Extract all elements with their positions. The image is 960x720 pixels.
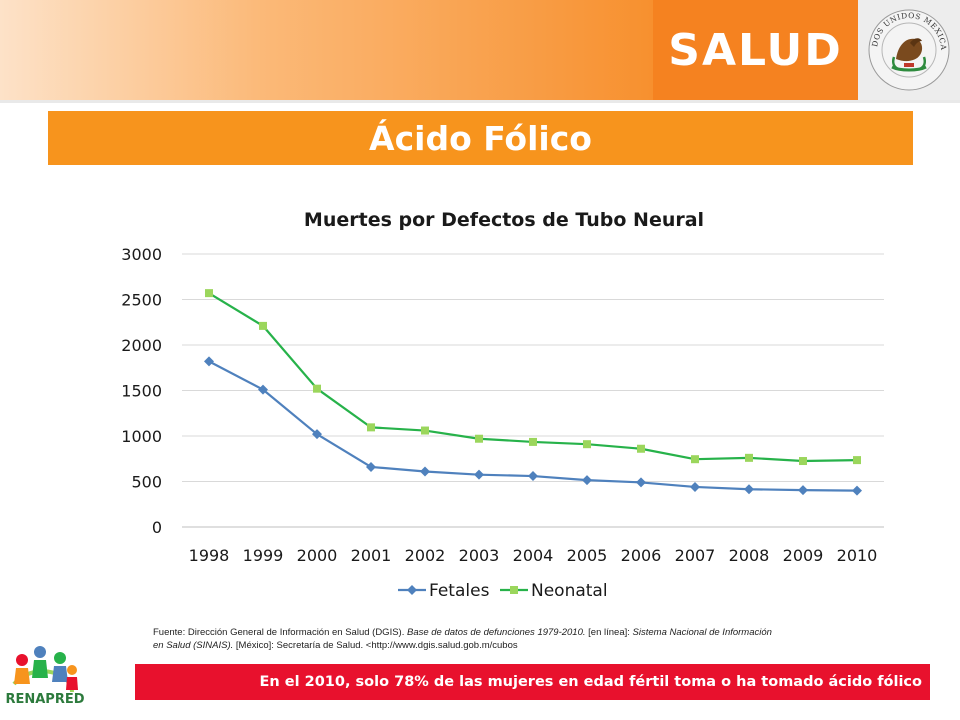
y-axis-ticks: 0 500 1000 1500 2000 2500 3000 xyxy=(121,245,162,537)
salud-brand-block: SALUD xyxy=(653,0,858,100)
renapred-label: RENAPRED xyxy=(5,692,85,707)
x-tick-label: 2006 xyxy=(621,546,662,565)
data-point-neonatal xyxy=(745,453,753,462)
y-tick-label: 2500 xyxy=(121,291,162,310)
data-point-neonatal xyxy=(367,423,375,432)
header-divider xyxy=(0,100,960,103)
chart-grid xyxy=(182,253,884,528)
x-tick-label: 2001 xyxy=(351,546,392,565)
data-point-fetales xyxy=(420,466,430,477)
legend-marker-neonatal xyxy=(510,586,518,594)
legend-label-fetales: Fetales xyxy=(429,581,490,601)
data-point-neonatal xyxy=(583,440,591,449)
data-point-fetales xyxy=(312,429,322,440)
legend-marker-fetales xyxy=(407,585,417,595)
header-band xyxy=(0,0,655,100)
data-point-fetales xyxy=(744,484,754,495)
x-tick-label: 2008 xyxy=(729,546,770,565)
x-tick-label: 2005 xyxy=(567,546,608,565)
salud-brand-text: SALUD xyxy=(668,24,843,76)
source-italic-1: Base de datos de defunciones 1979-2010. xyxy=(406,627,586,638)
page-title: Ácido Fólico xyxy=(369,118,592,158)
source-note: Fuente: Dirección General de Información… xyxy=(153,626,773,652)
data-point-neonatal xyxy=(475,434,483,443)
y-tick-label: 1500 xyxy=(121,382,162,401)
seal-block: ESTADOS UNIDOS MEXICANOS xyxy=(858,0,960,100)
x-axis-ticks: 1998 1999 2000 2001 2002 2003 2004 2005 2006 2007… xyxy=(189,546,878,565)
data-point-fetales xyxy=(582,475,592,486)
data-point-fetales xyxy=(690,481,700,492)
source-prefix: Fuente: Dirección General de Información… xyxy=(153,627,407,638)
x-tick-label: 2003 xyxy=(459,546,500,565)
title-banner: Ácido Fólico xyxy=(48,111,913,165)
x-tick-label: 1999 xyxy=(243,546,284,565)
legend-label-neonatal: Neonatal xyxy=(531,581,608,601)
chart-series xyxy=(204,289,862,496)
x-tick-label: 2004 xyxy=(513,546,554,565)
data-point-neonatal xyxy=(853,456,861,465)
data-point-neonatal xyxy=(529,437,537,446)
renapred-logo-icon xyxy=(12,646,78,693)
data-point-neonatal xyxy=(799,457,807,466)
data-point-fetales xyxy=(366,461,376,472)
source-mid: [en línea]: xyxy=(585,627,633,638)
source-suffix: [México]: Secretaría de Salud. <http://w… xyxy=(233,640,518,651)
data-point-fetales xyxy=(474,469,484,480)
y-tick-label: 3000 xyxy=(121,245,162,264)
data-point-fetales xyxy=(852,485,862,496)
x-tick-label: 2009 xyxy=(783,546,824,565)
mexico-seal-icon: ESTADOS UNIDOS MEXICANOS xyxy=(866,7,950,91)
x-tick-label: 2000 xyxy=(297,546,338,565)
bottom-note-text: En el 2010, solo 78% de las mujeres en e… xyxy=(259,674,923,690)
y-tick-label: 500 xyxy=(131,473,162,492)
x-tick-label: 2007 xyxy=(675,546,716,565)
data-point-neonatal xyxy=(421,426,429,435)
data-point-neonatal xyxy=(259,321,267,330)
y-tick-label: 2000 xyxy=(121,336,162,355)
bottom-note-bar: En el 2010, solo 78% de las mujeres en e… xyxy=(135,664,930,700)
data-point-fetales xyxy=(204,356,214,367)
data-point-neonatal xyxy=(313,384,321,393)
data-point-fetales xyxy=(636,477,646,488)
data-point-fetales xyxy=(798,485,808,496)
data-point-neonatal xyxy=(205,289,213,298)
data-point-fetales xyxy=(258,384,268,395)
x-tick-label: 2002 xyxy=(405,546,446,565)
data-point-neonatal xyxy=(691,455,699,464)
data-point-neonatal xyxy=(637,444,645,453)
y-tick-label: 0 xyxy=(152,518,162,537)
y-tick-label: 1000 xyxy=(121,427,162,446)
data-point-fetales xyxy=(528,471,538,482)
x-tick-label: 2010 xyxy=(837,546,878,565)
chart-title: Muertes por Defectos de Tubo Neural xyxy=(304,209,704,231)
x-tick-label: 1998 xyxy=(189,546,230,565)
source-italic-2: Sistema Nacional de Información en Salud… xyxy=(153,627,772,651)
chart-legend: Fetales Neonatal xyxy=(398,581,608,601)
